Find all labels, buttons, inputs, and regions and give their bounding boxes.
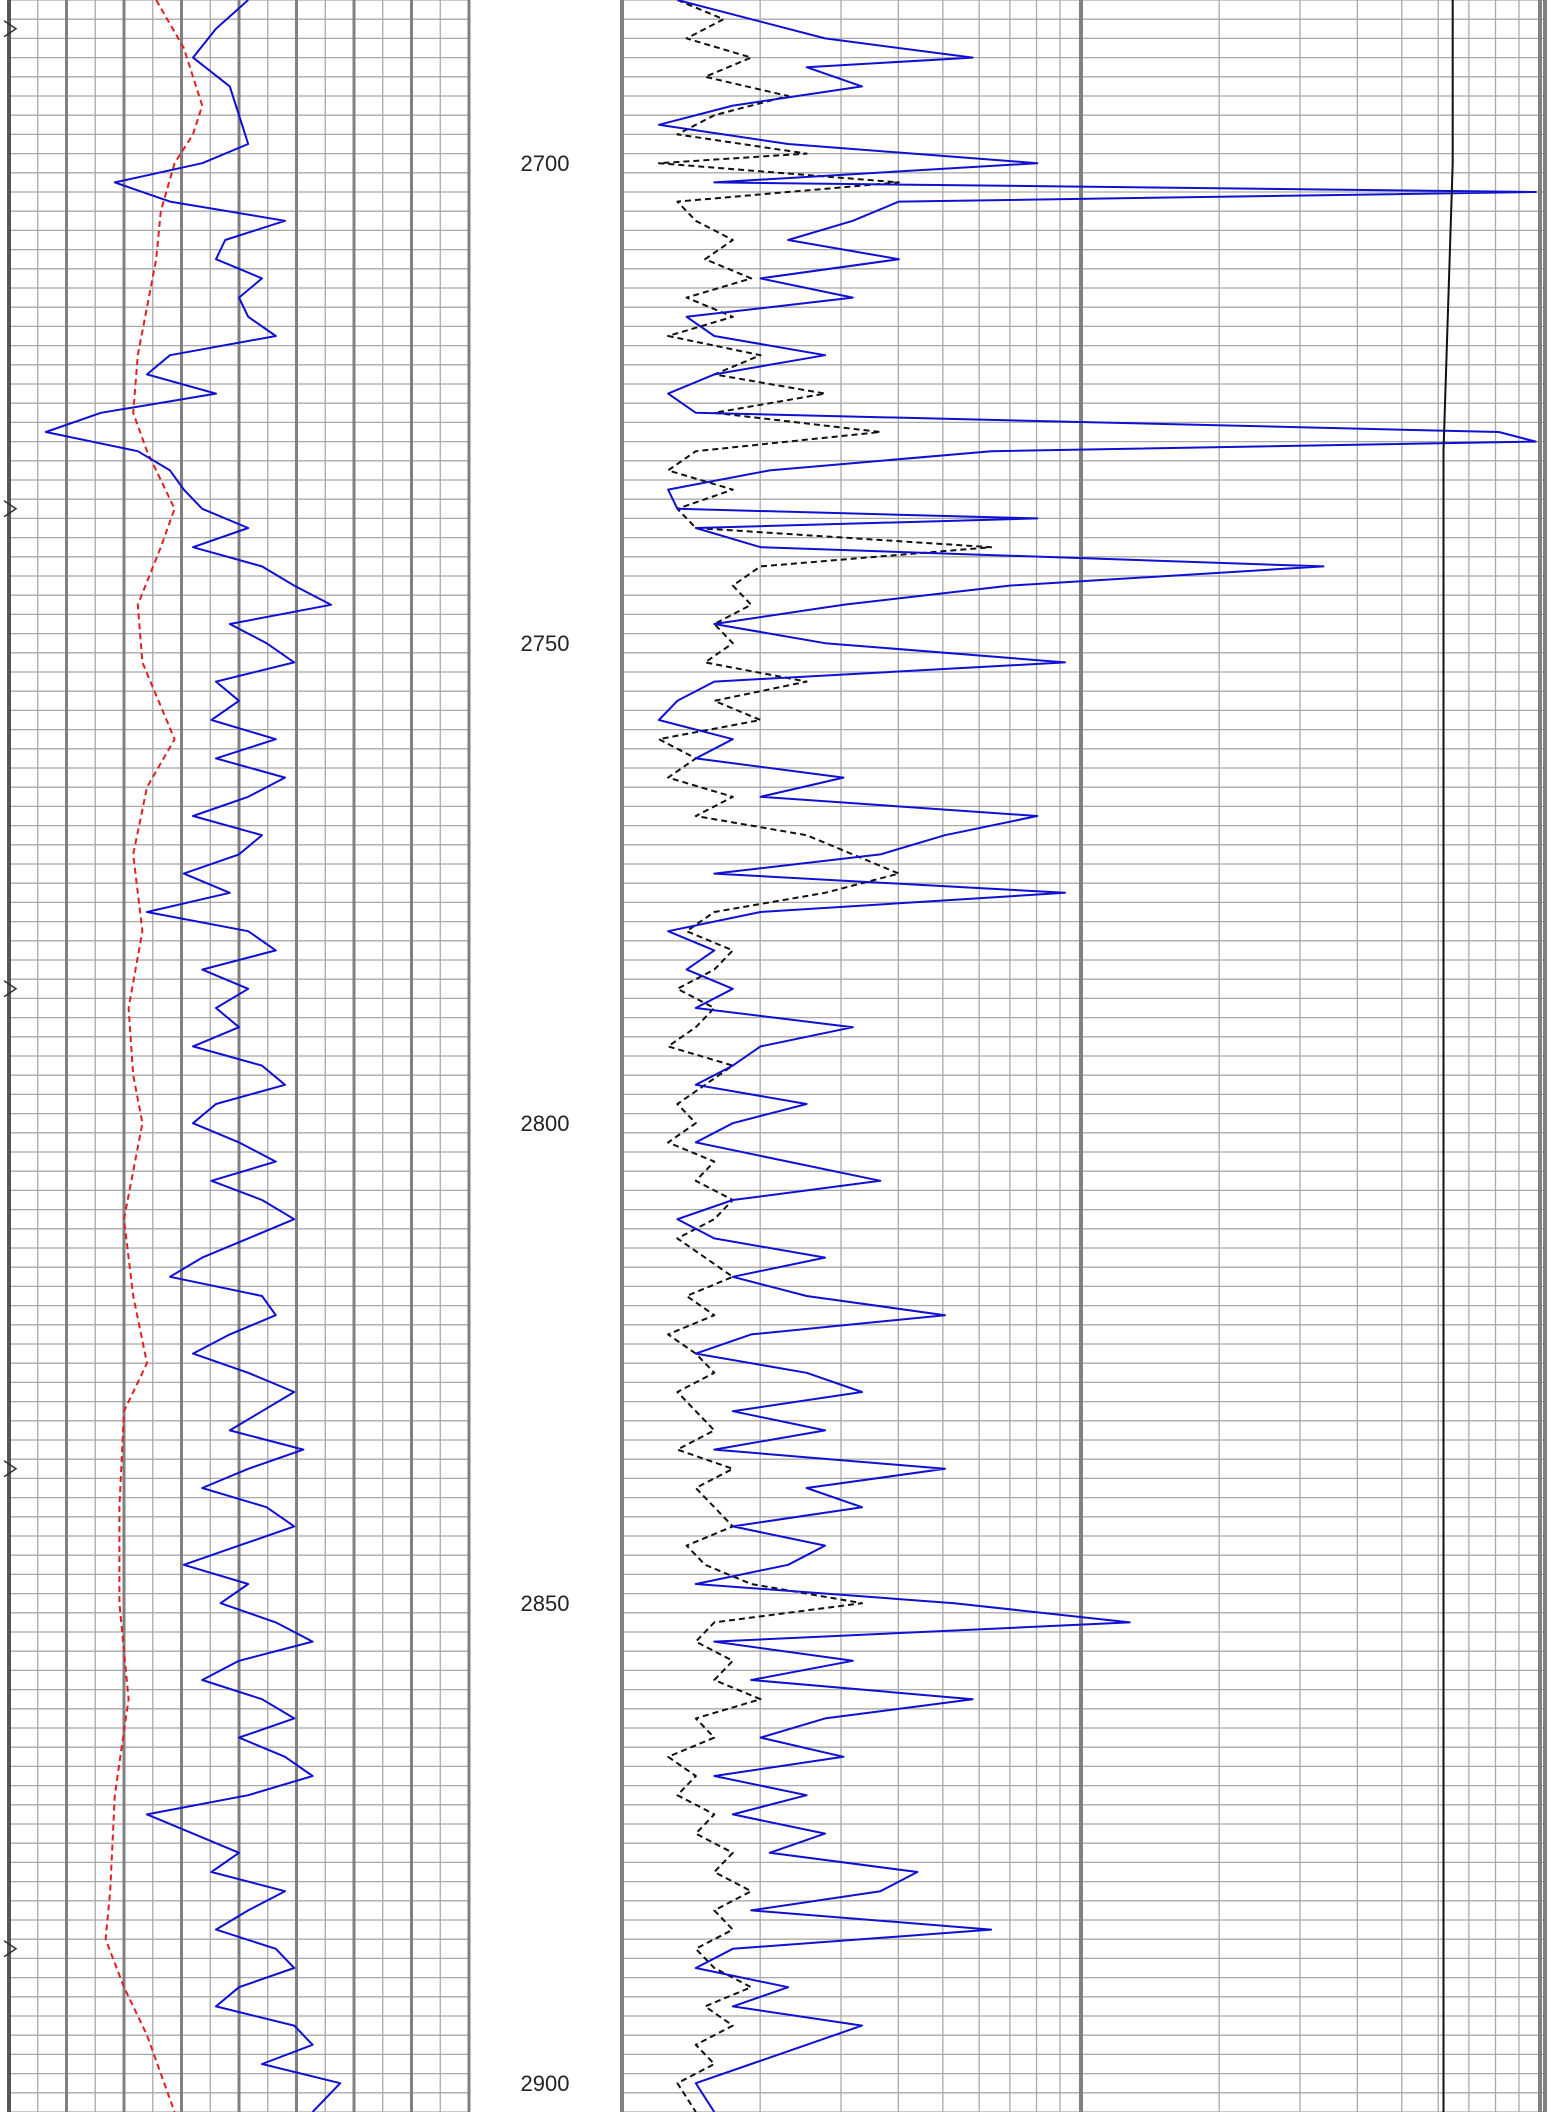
depth-label-2750: 2750: [521, 631, 570, 656]
depth-label-2800: 2800: [521, 1111, 570, 1136]
track-1-curve-2: [44, 0, 342, 2112]
track-2-curve-3: [1442, 0, 1454, 2112]
depth-marker-icon: [3, 980, 18, 998]
track-1-curve-1: [104, 0, 204, 2112]
curve-layer: [44, 0, 1537, 2112]
track-2-curve-2: [657, 0, 1537, 2112]
depth-marker-icon: [3, 20, 18, 38]
track-2-curve-1: [657, 0, 993, 2112]
depth-label-2700: 2700: [521, 151, 570, 176]
depth-label-2900: 2900: [521, 2071, 570, 2096]
grid-layer: [3, 0, 1547, 2112]
depth-marker-icon: [3, 1940, 18, 1958]
depth-labels: 2700 2750 2800 2850 2900: [521, 151, 570, 2096]
depth-marker-icon: [3, 1460, 18, 1478]
depth-label-2850: 2850: [521, 1591, 570, 1616]
depth-marker-icon: [3, 500, 18, 518]
